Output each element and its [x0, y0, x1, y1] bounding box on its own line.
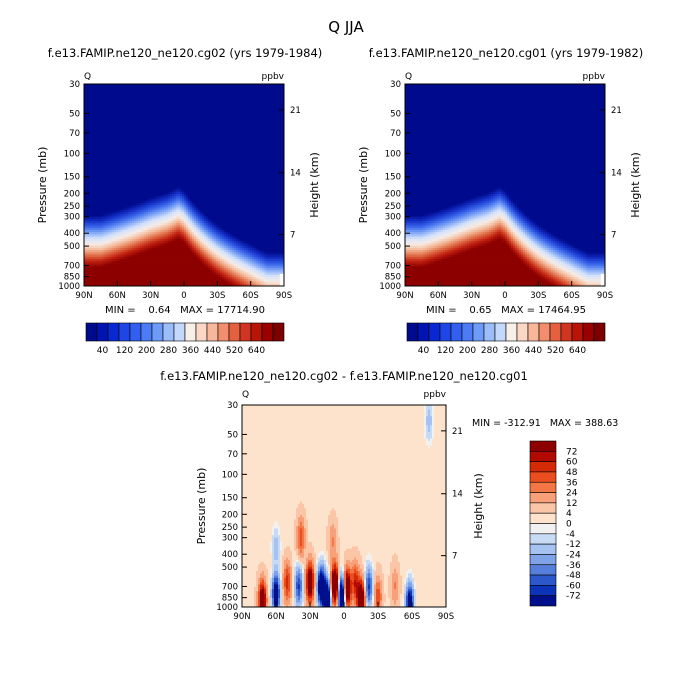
page-title: Q JJA: [328, 18, 364, 36]
variable-label: Q: [84, 72, 91, 82]
plot-area: [84, 84, 286, 286]
panel-title: f.e13.FAMIP.ne120_ne120.cg02 (yrs 1979-1…: [48, 46, 323, 60]
units-label: ppbv: [262, 72, 285, 82]
